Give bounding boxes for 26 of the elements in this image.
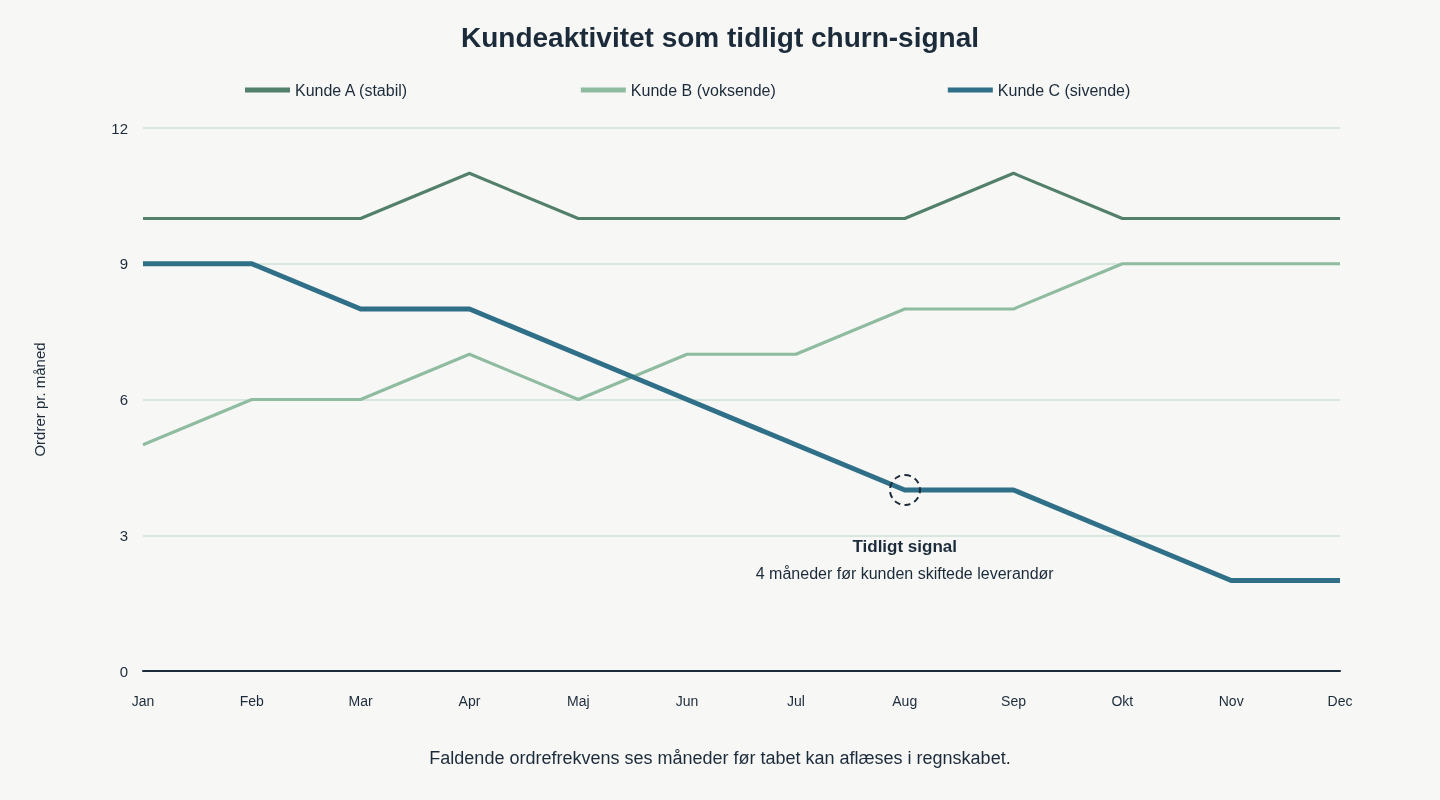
y-tick-label: 0 <box>119 662 128 680</box>
y-tick-label: 9 <box>119 255 128 273</box>
x-tick-label: Aug <box>892 693 918 709</box>
y-tick-label: 3 <box>119 526 128 544</box>
x-tick-label: Okt <box>1111 693 1134 709</box>
y-axis-title: Ordrer pr. måned <box>31 342 48 457</box>
y-tick-label: 12 <box>111 119 128 137</box>
x-tick-label: Nov <box>1218 693 1244 709</box>
line-series <box>141 262 1342 447</box>
x-tick-label: Feb <box>239 693 265 709</box>
x-tick-label: Apr <box>458 693 481 709</box>
x-tick-label: Jan <box>131 693 155 709</box>
x-tick-label: Maj <box>566 693 590 709</box>
text: Faldende ordrefrekvens ses måneder før tabet kan aflæses i regnskabet. <box>429 748 1011 768</box>
x-tick-label: Sep <box>1001 693 1027 709</box>
legend-label: Kunde C (sivende) <box>997 81 1131 99</box>
annotation: Tidligt signal <box>852 536 957 556</box>
legend-label: Kunde B (voksende) <box>630 81 776 99</box>
x-tick-label: Mar <box>348 693 374 709</box>
x-tick-label: Jul <box>786 693 805 709</box>
x-tick-label: Jun <box>675 693 699 709</box>
y-tick-label: 6 <box>119 391 128 408</box>
chart-title: Kundeaktivitet som tidligt churn-signal <box>460 21 980 53</box>
annotation: 4 måneder før kunden skiftede leverandør <box>755 564 1055 582</box>
legend-label: Kunde A (stabil) <box>295 81 408 99</box>
x-tick-label: Dec <box>1327 693 1353 709</box>
